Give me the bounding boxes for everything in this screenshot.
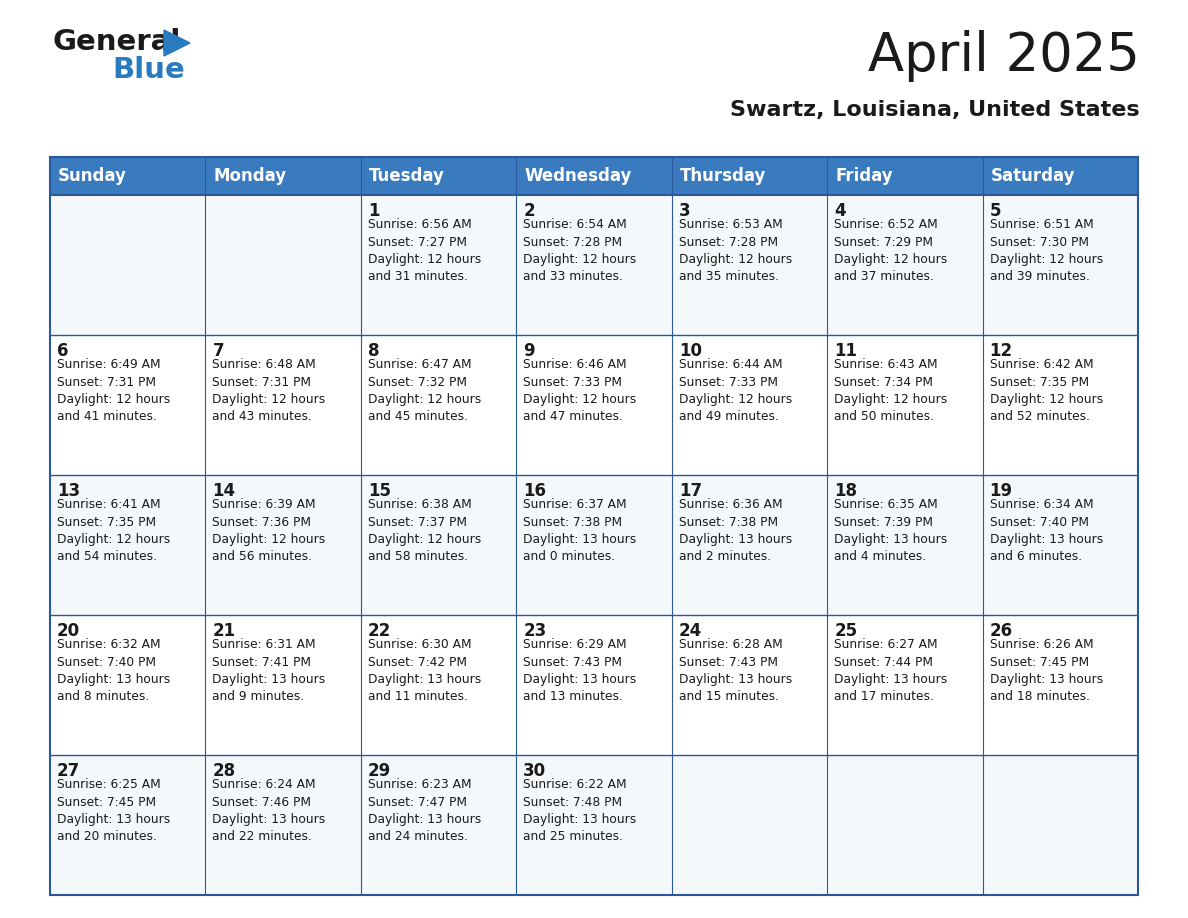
Text: Sunrise: 6:28 AM
Sunset: 7:43 PM
Daylight: 13 hours
and 15 minutes.: Sunrise: 6:28 AM Sunset: 7:43 PM Dayligh…	[678, 638, 792, 703]
Text: Sunrise: 6:25 AM
Sunset: 7:45 PM
Daylight: 13 hours
and 20 minutes.: Sunrise: 6:25 AM Sunset: 7:45 PM Dayligh…	[57, 778, 170, 844]
Text: 21: 21	[213, 622, 235, 640]
Bar	[517, 157, 671, 195]
Text: Sunrise: 6:39 AM
Sunset: 7:36 PM
Daylight: 12 hours
and 56 minutes.: Sunrise: 6:39 AM Sunset: 7:36 PM Dayligh…	[213, 498, 326, 564]
Text: 13: 13	[57, 482, 80, 500]
Bar	[50, 157, 206, 195]
Text: 1: 1	[368, 202, 379, 220]
Text: 5: 5	[990, 202, 1001, 220]
Text: 18: 18	[834, 482, 858, 500]
Text: Sunrise: 6:53 AM
Sunset: 7:28 PM
Daylight: 12 hours
and 35 minutes.: Sunrise: 6:53 AM Sunset: 7:28 PM Dayligh…	[678, 218, 792, 284]
Text: 7: 7	[213, 342, 225, 360]
Text: 22: 22	[368, 622, 391, 640]
Text: Sunrise: 6:42 AM
Sunset: 7:35 PM
Daylight: 12 hours
and 52 minutes.: Sunrise: 6:42 AM Sunset: 7:35 PM Dayligh…	[990, 358, 1102, 423]
Text: 23: 23	[523, 622, 546, 640]
Text: 16: 16	[523, 482, 546, 500]
Text: Sunrise: 6:49 AM
Sunset: 7:31 PM
Daylight: 12 hours
and 41 minutes.: Sunrise: 6:49 AM Sunset: 7:31 PM Dayligh…	[57, 358, 170, 423]
Text: Sunrise: 6:24 AM
Sunset: 7:46 PM
Daylight: 13 hours
and 22 minutes.: Sunrise: 6:24 AM Sunset: 7:46 PM Dayligh…	[213, 778, 326, 844]
Text: 11: 11	[834, 342, 858, 360]
Text: Sunrise: 6:41 AM
Sunset: 7:35 PM
Daylight: 12 hours
and 54 minutes.: Sunrise: 6:41 AM Sunset: 7:35 PM Dayligh…	[57, 498, 170, 564]
Text: Sunrise: 6:44 AM
Sunset: 7:33 PM
Daylight: 12 hours
and 49 minutes.: Sunrise: 6:44 AM Sunset: 7:33 PM Dayligh…	[678, 358, 792, 423]
Text: 19: 19	[990, 482, 1012, 500]
Text: Sunrise: 6:38 AM
Sunset: 7:37 PM
Daylight: 12 hours
and 58 minutes.: Sunrise: 6:38 AM Sunset: 7:37 PM Dayligh…	[368, 498, 481, 564]
Text: 30: 30	[523, 762, 546, 780]
Text: 20: 20	[57, 622, 80, 640]
Text: Sunrise: 6:56 AM
Sunset: 7:27 PM
Daylight: 12 hours
and 31 minutes.: Sunrise: 6:56 AM Sunset: 7:27 PM Dayligh…	[368, 218, 481, 284]
Text: Saturday: Saturday	[991, 167, 1075, 185]
Text: 8: 8	[368, 342, 379, 360]
Text: 17: 17	[678, 482, 702, 500]
Text: Sunrise: 6:46 AM
Sunset: 7:33 PM
Daylight: 12 hours
and 47 minutes.: Sunrise: 6:46 AM Sunset: 7:33 PM Dayligh…	[523, 358, 637, 423]
Text: Sunrise: 6:54 AM
Sunset: 7:28 PM
Daylight: 12 hours
and 33 minutes.: Sunrise: 6:54 AM Sunset: 7:28 PM Dayligh…	[523, 218, 637, 284]
Text: April 2025: April 2025	[868, 30, 1140, 82]
Text: 6: 6	[57, 342, 69, 360]
Text: Friday: Friday	[835, 167, 892, 185]
Text: 28: 28	[213, 762, 235, 780]
Bar	[361, 157, 517, 195]
Text: Thursday: Thursday	[680, 167, 766, 185]
Text: Sunrise: 6:34 AM
Sunset: 7:40 PM
Daylight: 13 hours
and 6 minutes.: Sunrise: 6:34 AM Sunset: 7:40 PM Dayligh…	[990, 498, 1102, 564]
Text: 26: 26	[990, 622, 1012, 640]
Text: Sunrise: 6:43 AM
Sunset: 7:34 PM
Daylight: 12 hours
and 50 minutes.: Sunrise: 6:43 AM Sunset: 7:34 PM Dayligh…	[834, 358, 947, 423]
Text: 24: 24	[678, 622, 702, 640]
Text: Sunrise: 6:22 AM
Sunset: 7:48 PM
Daylight: 13 hours
and 25 minutes.: Sunrise: 6:22 AM Sunset: 7:48 PM Dayligh…	[523, 778, 637, 844]
Bar	[982, 157, 1138, 195]
Text: Sunrise: 6:29 AM
Sunset: 7:43 PM
Daylight: 13 hours
and 13 minutes.: Sunrise: 6:29 AM Sunset: 7:43 PM Dayligh…	[523, 638, 637, 703]
Text: 9: 9	[523, 342, 535, 360]
Polygon shape	[164, 30, 190, 56]
Text: Sunrise: 6:30 AM
Sunset: 7:42 PM
Daylight: 13 hours
and 11 minutes.: Sunrise: 6:30 AM Sunset: 7:42 PM Dayligh…	[368, 638, 481, 703]
Text: 10: 10	[678, 342, 702, 360]
Text: 4: 4	[834, 202, 846, 220]
Text: Swartz, Louisiana, United States: Swartz, Louisiana, United States	[731, 100, 1140, 120]
Text: Blue: Blue	[112, 56, 185, 84]
Text: Monday: Monday	[214, 167, 286, 185]
Text: 25: 25	[834, 622, 858, 640]
Bar	[50, 755, 1138, 895]
Text: Sunrise: 6:36 AM
Sunset: 7:38 PM
Daylight: 13 hours
and 2 minutes.: Sunrise: 6:36 AM Sunset: 7:38 PM Dayligh…	[678, 498, 792, 564]
Text: Sunrise: 6:35 AM
Sunset: 7:39 PM
Daylight: 13 hours
and 4 minutes.: Sunrise: 6:35 AM Sunset: 7:39 PM Dayligh…	[834, 498, 947, 564]
Text: General: General	[52, 28, 181, 56]
Bar	[50, 615, 1138, 755]
Text: Sunrise: 6:52 AM
Sunset: 7:29 PM
Daylight: 12 hours
and 37 minutes.: Sunrise: 6:52 AM Sunset: 7:29 PM Dayligh…	[834, 218, 947, 284]
Text: 29: 29	[368, 762, 391, 780]
Text: Wednesday: Wednesday	[524, 167, 632, 185]
Text: 2: 2	[523, 202, 535, 220]
Bar	[50, 195, 1138, 335]
Text: Sunrise: 6:31 AM
Sunset: 7:41 PM
Daylight: 13 hours
and 9 minutes.: Sunrise: 6:31 AM Sunset: 7:41 PM Dayligh…	[213, 638, 326, 703]
Text: Sunrise: 6:27 AM
Sunset: 7:44 PM
Daylight: 13 hours
and 17 minutes.: Sunrise: 6:27 AM Sunset: 7:44 PM Dayligh…	[834, 638, 947, 703]
Bar	[50, 335, 1138, 475]
Text: Sunrise: 6:47 AM
Sunset: 7:32 PM
Daylight: 12 hours
and 45 minutes.: Sunrise: 6:47 AM Sunset: 7:32 PM Dayligh…	[368, 358, 481, 423]
Text: Sunrise: 6:26 AM
Sunset: 7:45 PM
Daylight: 13 hours
and 18 minutes.: Sunrise: 6:26 AM Sunset: 7:45 PM Dayligh…	[990, 638, 1102, 703]
Text: Sunrise: 6:37 AM
Sunset: 7:38 PM
Daylight: 13 hours
and 0 minutes.: Sunrise: 6:37 AM Sunset: 7:38 PM Dayligh…	[523, 498, 637, 564]
Bar	[827, 157, 982, 195]
Text: 15: 15	[368, 482, 391, 500]
Text: Sunrise: 6:23 AM
Sunset: 7:47 PM
Daylight: 13 hours
and 24 minutes.: Sunrise: 6:23 AM Sunset: 7:47 PM Dayligh…	[368, 778, 481, 844]
Text: Sunrise: 6:48 AM
Sunset: 7:31 PM
Daylight: 12 hours
and 43 minutes.: Sunrise: 6:48 AM Sunset: 7:31 PM Dayligh…	[213, 358, 326, 423]
Text: Sunrise: 6:32 AM
Sunset: 7:40 PM
Daylight: 13 hours
and 8 minutes.: Sunrise: 6:32 AM Sunset: 7:40 PM Dayligh…	[57, 638, 170, 703]
Text: Sunday: Sunday	[58, 167, 127, 185]
Text: 27: 27	[57, 762, 81, 780]
Text: Tuesday: Tuesday	[368, 167, 444, 185]
Text: 14: 14	[213, 482, 235, 500]
Bar	[50, 475, 1138, 615]
Bar	[206, 157, 361, 195]
Text: 12: 12	[990, 342, 1012, 360]
Text: 3: 3	[678, 202, 690, 220]
Text: Sunrise: 6:51 AM
Sunset: 7:30 PM
Daylight: 12 hours
and 39 minutes.: Sunrise: 6:51 AM Sunset: 7:30 PM Dayligh…	[990, 218, 1102, 284]
Bar	[671, 157, 827, 195]
